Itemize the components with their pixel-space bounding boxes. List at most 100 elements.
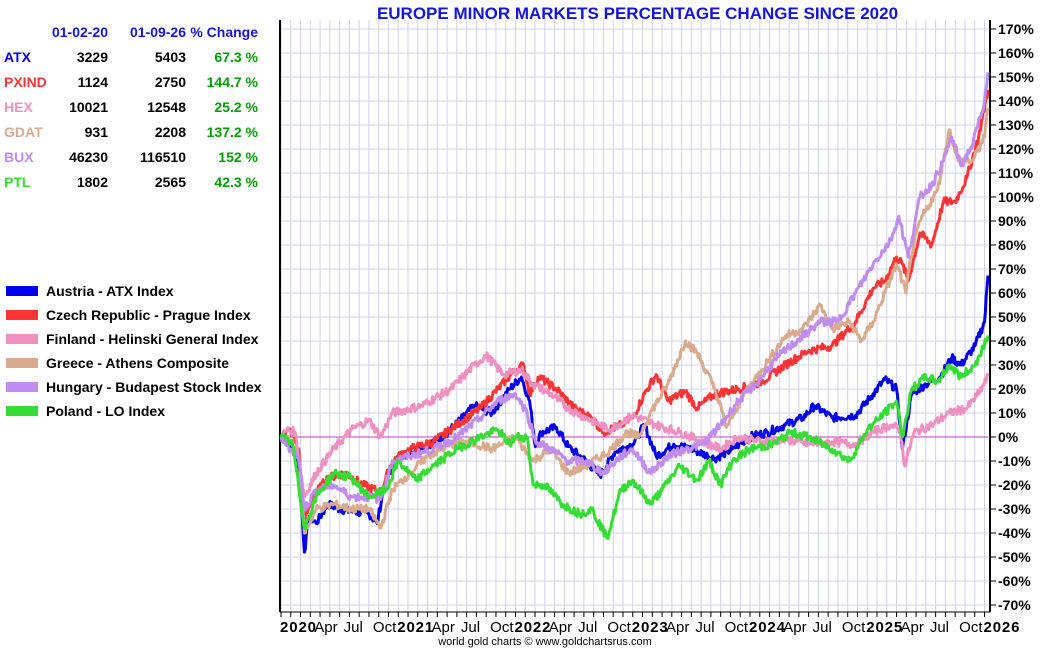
legend: Austria - ATX Index Czech Republic - Prag… — [6, 279, 261, 423]
x-tick-label: 2024 — [749, 619, 786, 636]
end-value: 2565 — [154, 174, 186, 190]
y-tick-label: 40% — [998, 333, 1027, 349]
change-value: 137.2 % — [206, 124, 258, 140]
end-value: 5403 — [154, 49, 186, 65]
y-tick-label: 80% — [998, 237, 1027, 253]
legend-item: Austria - ATX Index — [6, 279, 261, 303]
start-value: 10021 — [69, 99, 108, 115]
legend-label: Hungary - Budapest Stock Index — [46, 379, 262, 395]
legend-label: Austria - ATX Index — [46, 283, 174, 299]
y-tick-label: 30% — [998, 357, 1027, 373]
y-tick-label: -50% — [998, 549, 1031, 565]
legend-label: Greece - Athens Composite — [46, 355, 230, 371]
x-tick-label: 2020 — [280, 619, 316, 636]
legend-swatch — [6, 334, 38, 344]
y-tick-label: -10% — [998, 453, 1031, 469]
y-tick-label: -70% — [998, 597, 1031, 613]
header-end-date: 01-09-26 — [129, 24, 186, 40]
y-tick-label: -40% — [998, 525, 1031, 541]
legend-swatch — [6, 358, 38, 368]
header-start-date: 01-02-20 — [51, 24, 108, 40]
x-tick-label: Apr — [549, 619, 572, 636]
x-tick-label: Apr — [666, 619, 689, 636]
chart-title: EUROPE MINOR MARKETS PERCENTAGE CHANGE S… — [376, 4, 899, 23]
ticker-label: HEX — [4, 99, 33, 115]
ticker-label: BUX — [4, 149, 34, 165]
y-tick-label: -30% — [998, 501, 1031, 517]
y-tick-label: 0% — [998, 429, 1019, 445]
x-tick-label: Apr — [314, 619, 337, 636]
legend-label: Czech Republic - Prague Index — [46, 307, 251, 323]
footer-credit: world gold charts © www.goldchartsrus.co… — [438, 636, 652, 648]
y-tick-label: 60% — [998, 285, 1027, 301]
x-tick-label: Oct — [490, 619, 514, 636]
change-value: 144.7 % — [206, 74, 258, 90]
end-value: 116510 — [140, 149, 186, 165]
start-value: 46230 — [69, 149, 108, 165]
legend-swatch — [6, 310, 38, 320]
series-line — [279, 335, 990, 540]
legend-label: Poland - LO Index — [46, 403, 166, 419]
y-tick-label: 160% — [998, 45, 1034, 61]
ticker-label: ATX — [4, 49, 31, 65]
start-value: 1802 — [76, 174, 108, 190]
x-tick-label: Jul — [930, 619, 949, 636]
ticker-label: PTL — [4, 174, 31, 190]
legend-swatch — [6, 382, 38, 392]
series-line — [279, 107, 990, 535]
x-tick-label: Oct — [959, 619, 983, 636]
y-tick-label: 70% — [998, 261, 1027, 277]
end-value: 12548 — [147, 99, 186, 115]
legend-item: Greece - Athens Composite — [6, 351, 261, 375]
legend-item: Hungary - Budapest Stock Index — [6, 375, 261, 399]
y-tick-label: 100% — [998, 189, 1034, 205]
start-value: 3229 — [76, 49, 108, 65]
x-tick-label: Jul — [813, 619, 832, 636]
x-tick-label: Jul — [344, 619, 363, 636]
y-tick-label: 10% — [998, 405, 1027, 421]
x-tick-label: Jul — [695, 619, 714, 636]
change-value: 25.2 % — [214, 99, 258, 115]
x-tick-label: Apr — [783, 619, 806, 636]
legend-label: Finland - Helinski General Index — [46, 331, 259, 347]
x-tick-label: 2022 — [514, 619, 550, 636]
x-tick-label: Apr — [901, 619, 924, 636]
legend-swatch — [6, 406, 38, 416]
x-tick-label: Jul — [461, 619, 480, 636]
legend-item: Poland - LO Index — [6, 399, 261, 423]
ticker-label: PXIND — [4, 74, 47, 90]
x-tick-label: Apr — [432, 619, 455, 636]
change-value: 42.3 % — [214, 174, 258, 190]
y-tick-label: 150% — [998, 69, 1034, 85]
legend-item: Finland - Helinski General Index — [6, 327, 261, 351]
y-tick-label: 130% — [998, 117, 1034, 133]
legend-swatch — [6, 286, 38, 296]
x-tick-label: Oct — [725, 619, 749, 636]
x-tick-label: 2023 — [632, 619, 668, 636]
x-tick-label: Oct — [373, 619, 397, 636]
start-value: 931 — [84, 124, 108, 140]
x-tick-label: 2026 — [983, 619, 1019, 636]
y-tick-label: 90% — [998, 213, 1027, 229]
change-value: 152 % — [218, 149, 258, 165]
y-tick-label: 110% — [998, 165, 1034, 181]
y-tick-label: 50% — [998, 309, 1027, 325]
x-tick-label: 2021 — [397, 619, 433, 636]
change-value: 67.3 % — [214, 49, 258, 65]
y-tick-label: 170% — [998, 21, 1034, 37]
y-tick-label: -20% — [998, 477, 1031, 493]
y-tick-label: 140% — [998, 93, 1034, 109]
x-tick-label: Oct — [607, 619, 631, 636]
end-value: 2208 — [154, 124, 186, 140]
ticker-label: GDAT — [4, 124, 43, 140]
x-tick-label: 2025 — [866, 619, 902, 636]
header-change: % Change — [190, 24, 258, 40]
end-value: 2750 — [154, 74, 186, 90]
x-tick-label: Jul — [578, 619, 597, 636]
y-tick-label: 120% — [998, 141, 1034, 157]
x-tick-label: Oct — [842, 619, 866, 636]
y-tick-label: -60% — [998, 573, 1031, 589]
start-value: 1124 — [77, 74, 108, 90]
